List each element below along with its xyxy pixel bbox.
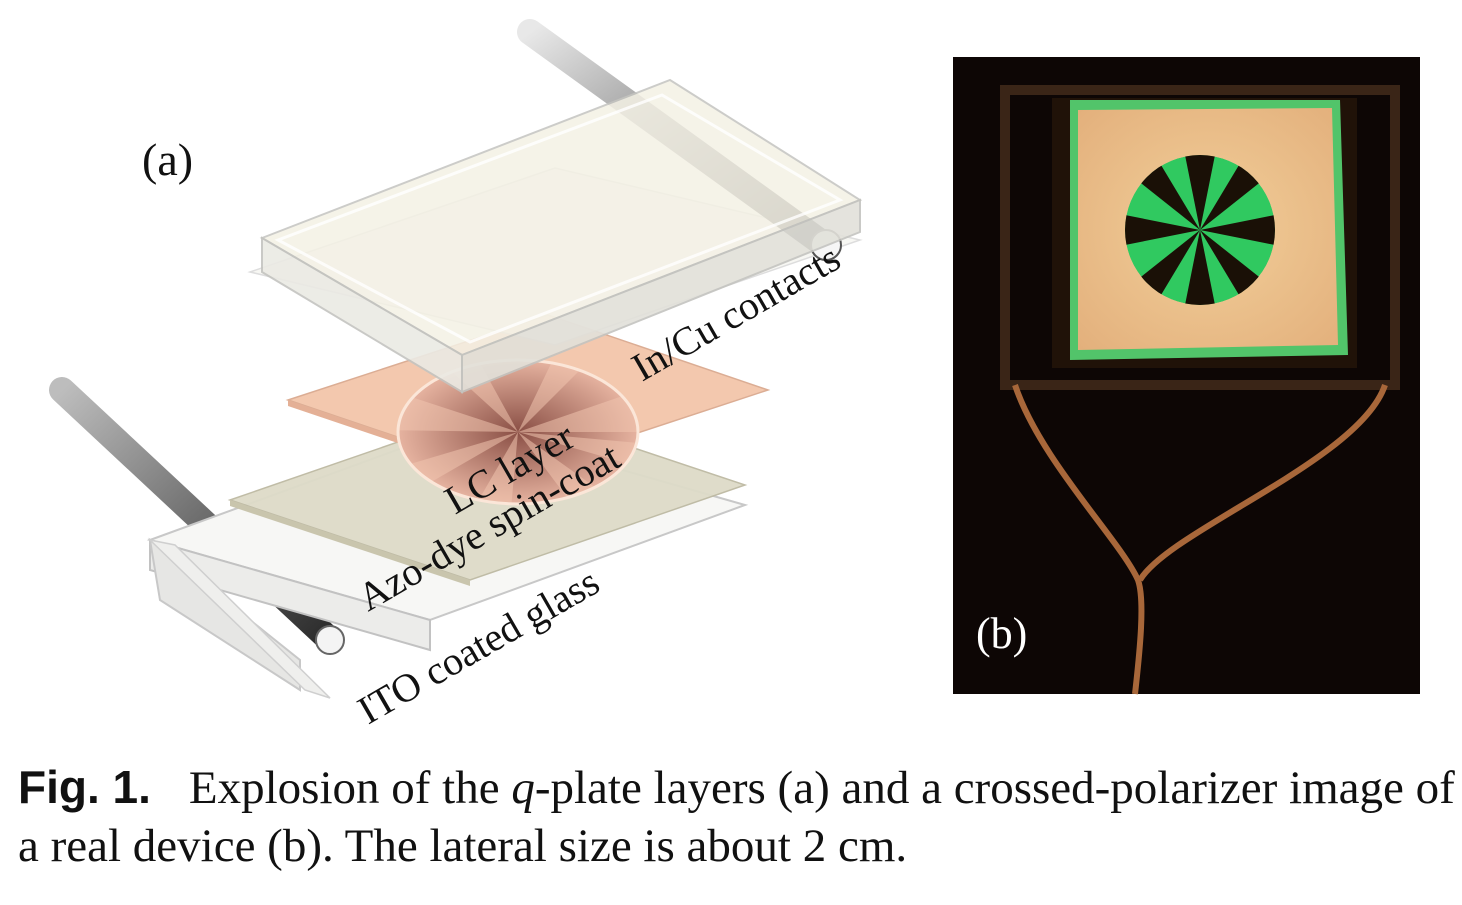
caption-text-1: Explosion of the	[188, 762, 512, 814]
panel-b-photo: (b)	[953, 57, 1420, 695]
panel-b-label: (b)	[976, 609, 1027, 658]
panel-a-diagram: (a) In/Cu contacts LC layer Azo-dye spin…	[49, 19, 863, 733]
top-glass-plate	[259, 78, 863, 394]
q-plate-pattern	[1125, 155, 1275, 305]
device-wires	[1012, 383, 1388, 695]
panel-a-label: (a)	[142, 134, 193, 185]
lc-layer	[285, 314, 771, 506]
caption-text-2: -plate layers (a) and a crossed-polarize…	[18, 762, 1455, 872]
figure-caption: Fig. 1. Explosion of the q-plate layers (…	[18, 758, 1458, 875]
caption-italic-q: q	[511, 762, 535, 814]
caption-label: Fig. 1.	[18, 761, 151, 813]
